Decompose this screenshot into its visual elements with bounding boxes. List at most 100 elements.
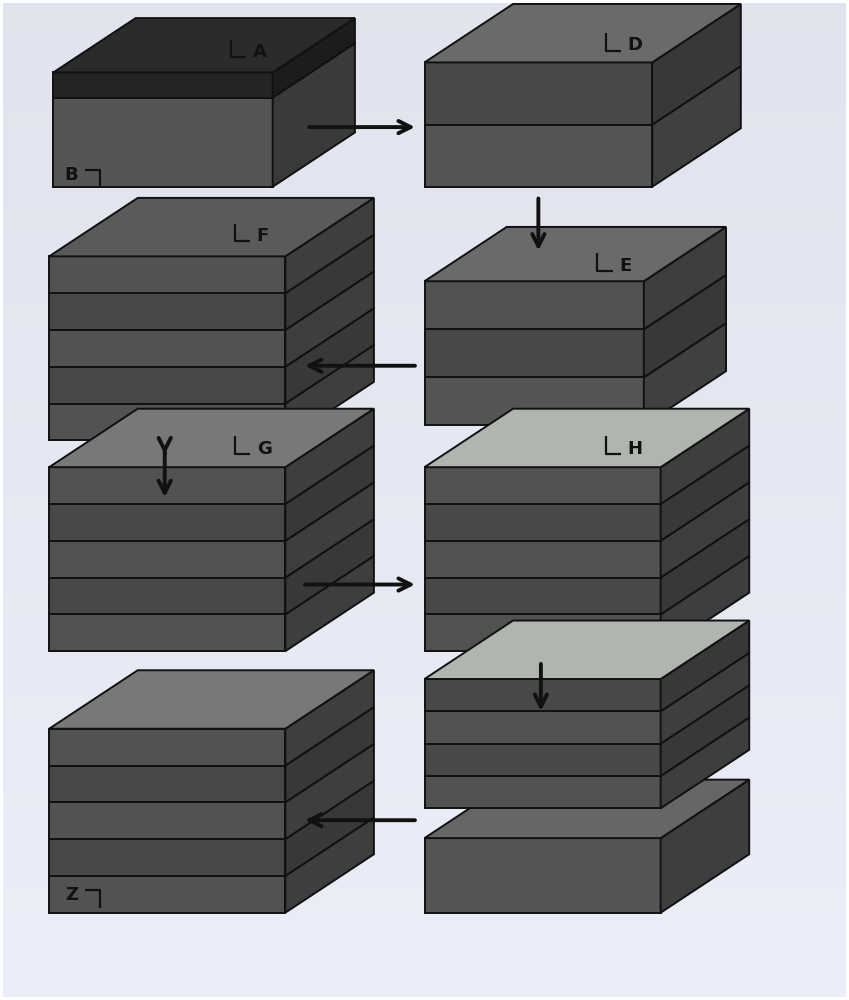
Bar: [3, 565, 846, 570]
Bar: [3, 788, 846, 793]
Bar: [3, 33, 846, 38]
Bar: [3, 724, 846, 729]
Bar: [3, 664, 846, 669]
Polygon shape: [49, 409, 374, 467]
Text: H: H: [627, 440, 643, 458]
Polygon shape: [424, 614, 661, 651]
Bar: [3, 793, 846, 798]
Bar: [3, 754, 846, 759]
Bar: [3, 624, 846, 629]
Polygon shape: [285, 271, 374, 367]
Polygon shape: [49, 198, 374, 256]
Bar: [3, 212, 846, 217]
Bar: [3, 256, 846, 261]
Bar: [3, 833, 846, 838]
Bar: [3, 102, 846, 107]
Polygon shape: [285, 482, 374, 578]
Polygon shape: [661, 446, 749, 541]
Bar: [3, 77, 846, 82]
Bar: [3, 903, 846, 908]
Bar: [3, 868, 846, 873]
Bar: [3, 182, 846, 187]
Bar: [3, 923, 846, 928]
Bar: [3, 644, 846, 649]
Bar: [3, 992, 846, 997]
Bar: [3, 67, 846, 72]
Bar: [3, 8, 846, 13]
Bar: [3, 838, 846, 843]
Bar: [3, 117, 846, 122]
Bar: [3, 555, 846, 560]
Bar: [3, 157, 846, 162]
Bar: [3, 873, 846, 878]
Polygon shape: [49, 504, 285, 541]
Bar: [3, 490, 846, 495]
Polygon shape: [424, 711, 661, 744]
Bar: [3, 411, 846, 415]
Bar: [3, 202, 846, 207]
Bar: [3, 470, 846, 475]
Bar: [3, 575, 846, 580]
Bar: [3, 401, 846, 406]
Bar: [3, 957, 846, 962]
Bar: [3, 982, 846, 987]
Bar: [3, 371, 846, 376]
Bar: [3, 326, 846, 331]
Text: D: D: [627, 36, 643, 54]
Polygon shape: [661, 556, 749, 651]
Bar: [3, 381, 846, 386]
Bar: [3, 3, 846, 8]
Bar: [3, 465, 846, 470]
Bar: [3, 768, 846, 773]
Bar: [3, 609, 846, 614]
Polygon shape: [285, 556, 374, 651]
Bar: [3, 28, 846, 33]
Polygon shape: [661, 482, 749, 578]
Bar: [3, 803, 846, 808]
Bar: [3, 420, 846, 425]
Bar: [3, 82, 846, 87]
Polygon shape: [285, 235, 374, 330]
Bar: [3, 654, 846, 659]
Polygon shape: [661, 685, 749, 776]
Bar: [3, 823, 846, 828]
Bar: [3, 972, 846, 977]
Bar: [3, 172, 846, 177]
Polygon shape: [424, 776, 661, 808]
Bar: [3, 162, 846, 167]
Bar: [3, 878, 846, 883]
Polygon shape: [49, 876, 285, 913]
Polygon shape: [49, 330, 285, 367]
Bar: [3, 604, 846, 609]
Bar: [3, 460, 846, 465]
Polygon shape: [285, 345, 374, 440]
Bar: [3, 545, 846, 550]
Bar: [3, 396, 846, 401]
Bar: [3, 570, 846, 575]
Bar: [3, 883, 846, 888]
Bar: [3, 246, 846, 251]
Polygon shape: [285, 781, 374, 876]
Bar: [3, 629, 846, 634]
Polygon shape: [424, 744, 661, 776]
Bar: [3, 72, 846, 77]
Bar: [3, 893, 846, 898]
Bar: [3, 13, 846, 18]
Polygon shape: [49, 839, 285, 876]
Bar: [3, 167, 846, 172]
Bar: [3, 281, 846, 286]
Bar: [3, 391, 846, 396]
Bar: [3, 480, 846, 485]
Bar: [3, 97, 846, 102]
Bar: [3, 918, 846, 923]
Polygon shape: [424, 780, 749, 838]
Bar: [3, 450, 846, 455]
Bar: [3, 734, 846, 739]
Bar: [3, 679, 846, 684]
Bar: [3, 773, 846, 778]
Text: Z: Z: [65, 886, 78, 904]
Bar: [3, 540, 846, 545]
Bar: [3, 619, 846, 624]
Bar: [3, 192, 846, 197]
Bar: [3, 137, 846, 142]
